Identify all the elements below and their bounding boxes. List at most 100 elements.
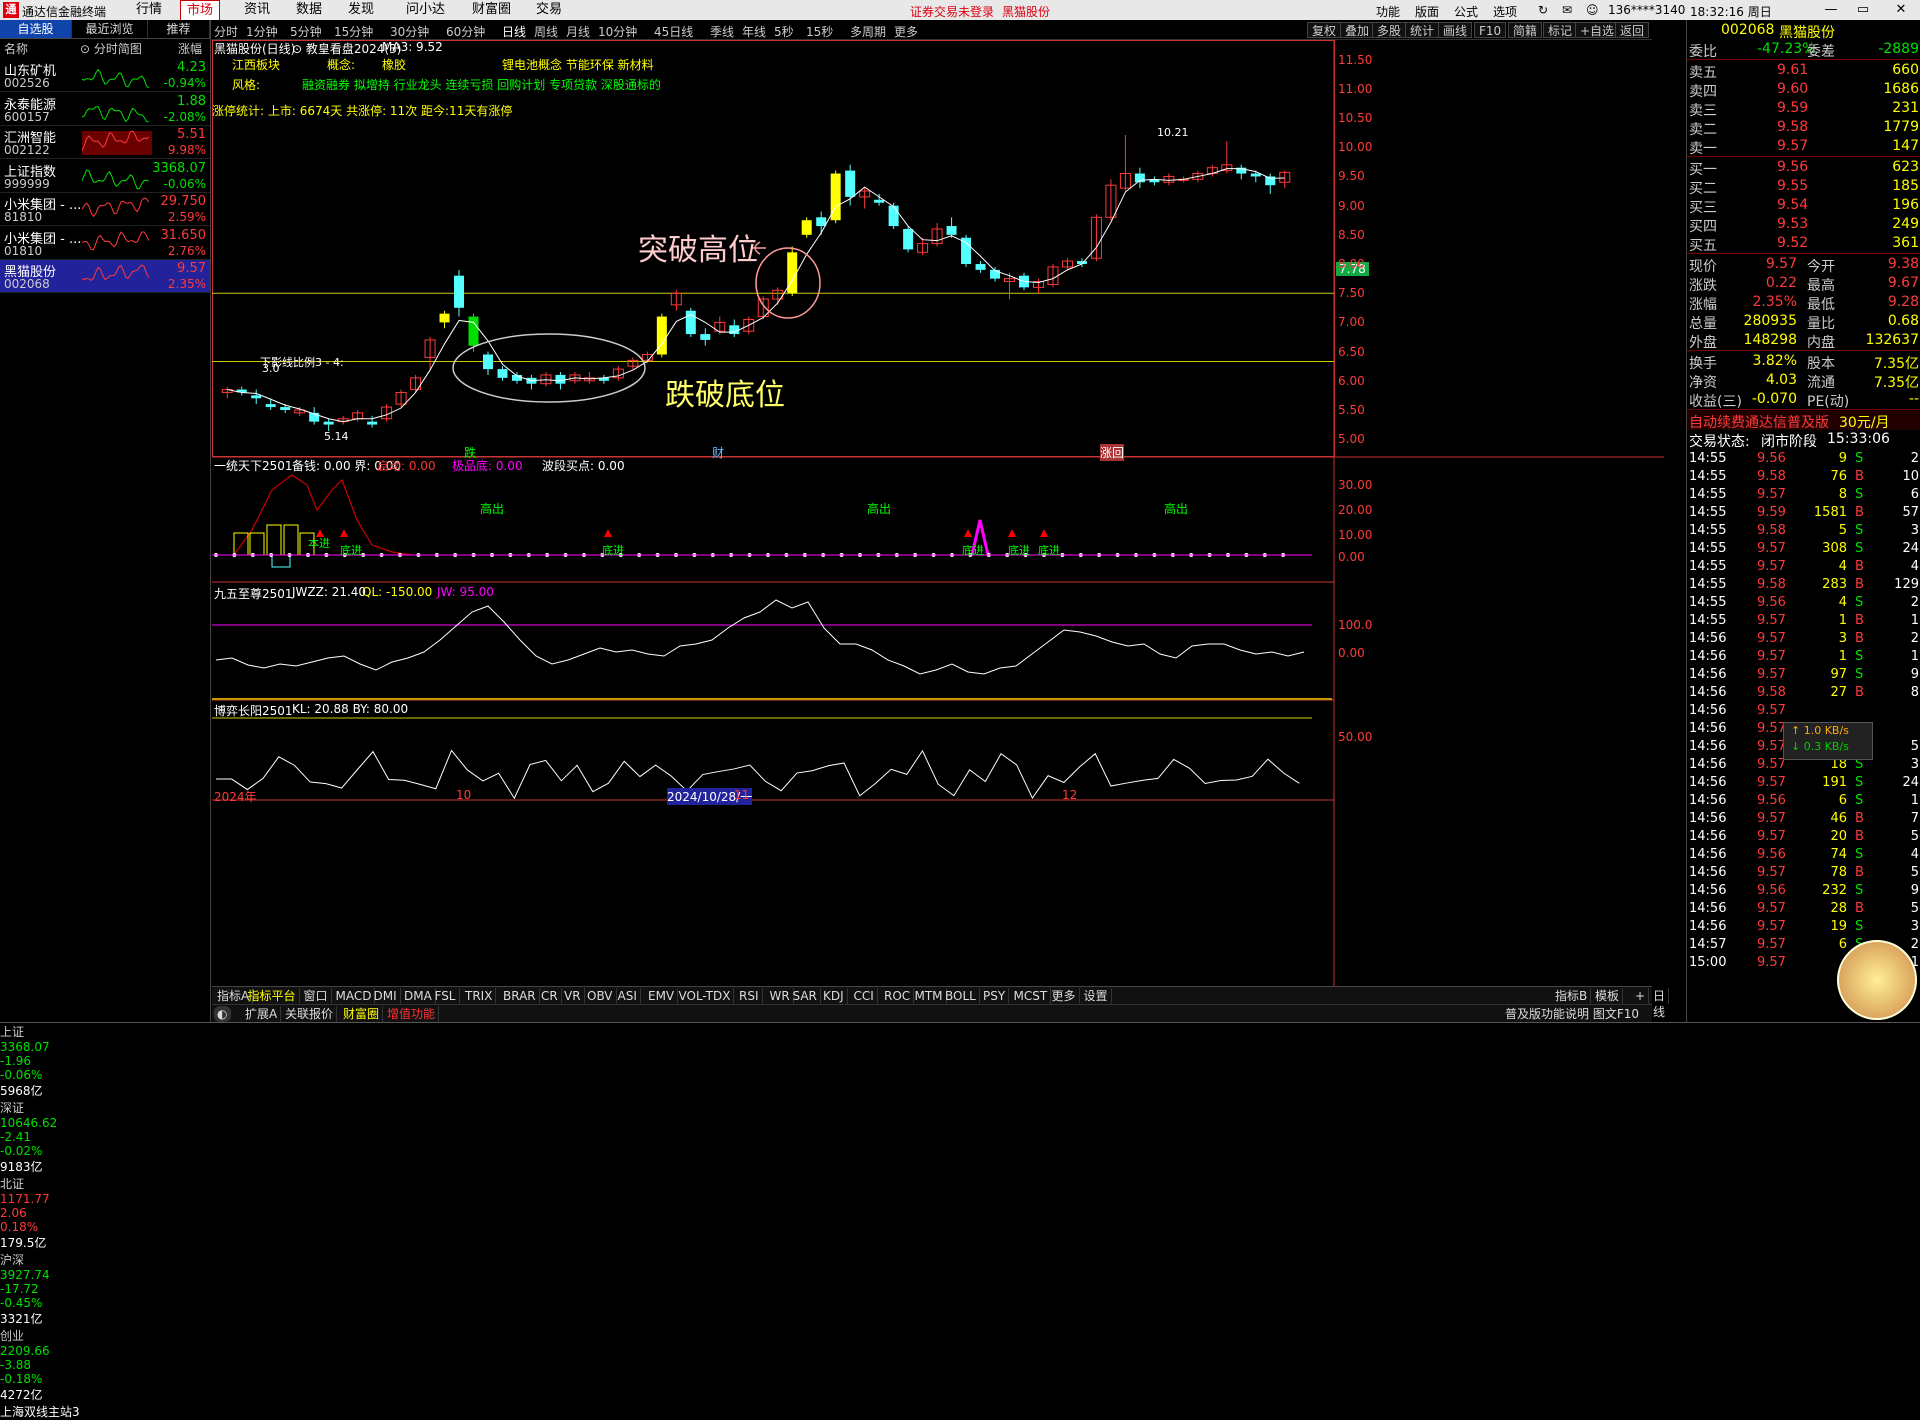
menu-shichang[interactable]: 市场 (180, 0, 221, 20)
tool-4[interactable]: 画线 (1438, 22, 1473, 38)
watchlist-row[interactable]: 小米集团 - ... 81810 29.750 2.59% (0, 193, 210, 226)
period-9[interactable]: 10分钟 (598, 25, 638, 39)
bid-row[interactable]: 买二 9.55 185 (1687, 177, 1920, 197)
tool-0[interactable]: 复权 (1307, 22, 1342, 38)
watchlist-row[interactable]: 上证指数 999999 3368.07 -0.06% (0, 160, 210, 193)
indicator-tab-16[interactable]: WR (767, 988, 794, 1004)
index-name[interactable]: 深证 (0, 1101, 25, 1115)
indicator-tab-9[interactable]: CR (538, 988, 562, 1004)
menu-wenxiaoda[interactable]: 问小达 (406, 2, 446, 17)
col-pct[interactable]: 涨幅 (178, 42, 203, 56)
kline-chart-svg[interactable] (212, 40, 1664, 986)
bid-row[interactable]: 买三 9.54 196 (1687, 196, 1920, 216)
server-label[interactable]: 上海双线主站3 (0, 1405, 80, 1419)
period-1[interactable]: 1分钟 (246, 25, 278, 39)
ask-row[interactable]: 卖四 9.60 1686 (1687, 80, 1920, 100)
indicator-tab-3[interactable]: MACD (333, 988, 376, 1004)
period-11[interactable]: 季线 (710, 25, 735, 39)
period-13[interactable]: 5秒 (774, 25, 794, 39)
indicator-tab-17[interactable]: SAR (790, 988, 821, 1004)
toggle-icon[interactable]: ◐ (214, 1006, 232, 1022)
tab-recommend[interactable]: 推荐 (148, 20, 210, 39)
watchlist-row[interactable]: 山东矿机 002526 4.23 -0.94% (0, 59, 210, 92)
tool-6[interactable]: 简籍 (1508, 22, 1543, 38)
indicator-tab-20[interactable]: ROC (881, 988, 915, 1004)
ask-row[interactable]: 卖一 9.57 147 (1687, 137, 1920, 157)
bottom-right-1[interactable]: 模板 (1592, 988, 1624, 1004)
menu-gongshi[interactable]: 公式 (1454, 5, 1479, 19)
bottom-help-links[interactable]: 普及版功能说明 图文F10 侧边栏 (1505, 1007, 1639, 1037)
indicator-tab-6[interactable]: FSL (432, 988, 460, 1004)
tab-zengzhi[interactable]: 增值功能 (384, 1006, 440, 1022)
index-name[interactable]: 上证 (0, 1025, 25, 1039)
menu-faxian[interactable]: 发现 (348, 2, 375, 17)
watchlist-row[interactable]: 黑猫股份 002068 9.57 2.35% (0, 260, 210, 293)
col-name[interactable]: 名称 (4, 42, 29, 56)
period-7[interactable]: 周线 (534, 25, 559, 39)
indicator-tab-19[interactable]: CCI (851, 988, 878, 1004)
maximize-icon[interactable]: ▭ (1856, 2, 1870, 17)
tab-zixuan[interactable]: 自选股 (0, 20, 72, 39)
period-8[interactable]: 月线 (566, 25, 591, 39)
tab-recent[interactable]: 最近浏览 (72, 20, 148, 39)
index-name[interactable]: 创业 (0, 1329, 25, 1343)
period-3[interactable]: 15分钟 (334, 25, 374, 39)
period-10[interactable]: 45日线 (654, 25, 694, 39)
mascot-image[interactable] (1837, 940, 1917, 1020)
bottom-right-3[interactable]: 日线 (1650, 988, 1670, 1019)
ind3-title[interactable]: 博弈长阳2501 (214, 704, 293, 718)
tab-caifuquan[interactable]: 财富圈 (340, 1006, 384, 1022)
menu-shuju[interactable]: 数据 (296, 2, 323, 17)
account-label[interactable]: 136****3140 (1608, 3, 1686, 17)
period-0[interactable]: 分时 (214, 25, 239, 39)
period-14[interactable]: 15秒 (806, 25, 834, 39)
indicator-tab-10[interactable]: VR (561, 988, 585, 1004)
bid-row[interactable]: 买一 9.56 623 (1687, 158, 1920, 178)
watchlist-row[interactable]: 永泰能源 600157 1.88 -2.08% (0, 93, 210, 126)
col-sparkline[interactable]: ⊙ 分时简图 (80, 42, 142, 56)
ind1-title[interactable]: 一统天下2501 (214, 459, 293, 473)
user-icon[interactable]: ☺ (1586, 3, 1599, 17)
bid-row[interactable]: 买四 9.53 249 (1687, 215, 1920, 235)
period-5[interactable]: 60分钟 (446, 25, 486, 39)
menu-hangqing[interactable]: 行情 (136, 2, 163, 17)
indicator-tab-21[interactable]: MTM (912, 988, 947, 1004)
period-16[interactable]: 更多 (894, 25, 919, 39)
indicator-tab-7[interactable]: TRIX (462, 988, 497, 1004)
indicator-tab-13[interactable]: EMV (645, 988, 679, 1004)
ad-banner[interactable]: 自动续费通达信普及版 30元/月 (1687, 411, 1920, 431)
watchlist-row[interactable]: 汇洲智能 002122 5.51 9.98% (0, 126, 210, 159)
index-name[interactable]: 北证 (0, 1177, 25, 1191)
tool-5[interactable]: F10 (1474, 22, 1507, 38)
ask-row[interactable]: 卖三 9.59 231 (1687, 99, 1920, 119)
indicator-tab-0[interactable]: 指标A (214, 988, 254, 1004)
indicator-tab-15[interactable]: RSI (736, 988, 763, 1004)
minimize-icon[interactable]: — (1824, 2, 1838, 17)
bid-row[interactable]: 买五 9.52 361 (1687, 234, 1920, 254)
tool-7[interactable]: 标记 (1543, 22, 1578, 38)
tab-guanlian[interactable]: 关联报价 (282, 1006, 338, 1022)
period-6[interactable]: 日线 (502, 25, 527, 41)
indicator-tab-5[interactable]: DMA (401, 988, 436, 1004)
ask-row[interactable]: 卖五 9.61 660 (1687, 61, 1920, 81)
indicator-tab-23[interactable]: PSY (980, 988, 1010, 1004)
tool-9[interactable]: 返回 (1615, 22, 1650, 38)
menu-caifuquan[interactable]: 财富圈 (472, 2, 512, 17)
indicator-tab-26[interactable]: 设置 (1081, 988, 1112, 1004)
bottom-right-2[interactable]: + (1632, 988, 1650, 1004)
bottom-right-0[interactable]: 指标B (1552, 988, 1592, 1004)
menu-banmian[interactable]: 版面 (1415, 5, 1440, 19)
index-name[interactable]: 沪深 (0, 1253, 25, 1267)
indicator-tab-11[interactable]: OBV (584, 988, 617, 1004)
kline-chart-area[interactable]: 黑猫股份(日线) ⊙ 教皇看盘2024(3) MA3: 9.52 江西板块 概念… (212, 40, 1664, 986)
ask-row[interactable]: 卖二 9.58 1779 (1687, 118, 1920, 138)
tool-2[interactable]: 多股 (1372, 22, 1407, 38)
period-2[interactable]: 5分钟 (290, 25, 322, 39)
indicator-tab-24[interactable]: MCST (1011, 988, 1052, 1004)
indicator-tab-14[interactable]: VOL-TDX (676, 988, 735, 1004)
menu-jiaoyi[interactable]: 交易 (536, 2, 563, 17)
menu-zixun[interactable]: 资讯 (244, 2, 271, 17)
indicator-tab-1[interactable]: 指标平台 (245, 988, 300, 1004)
refresh-icon[interactable]: ↻ (1538, 3, 1549, 17)
message-icon[interactable]: ✉ (1562, 3, 1573, 17)
